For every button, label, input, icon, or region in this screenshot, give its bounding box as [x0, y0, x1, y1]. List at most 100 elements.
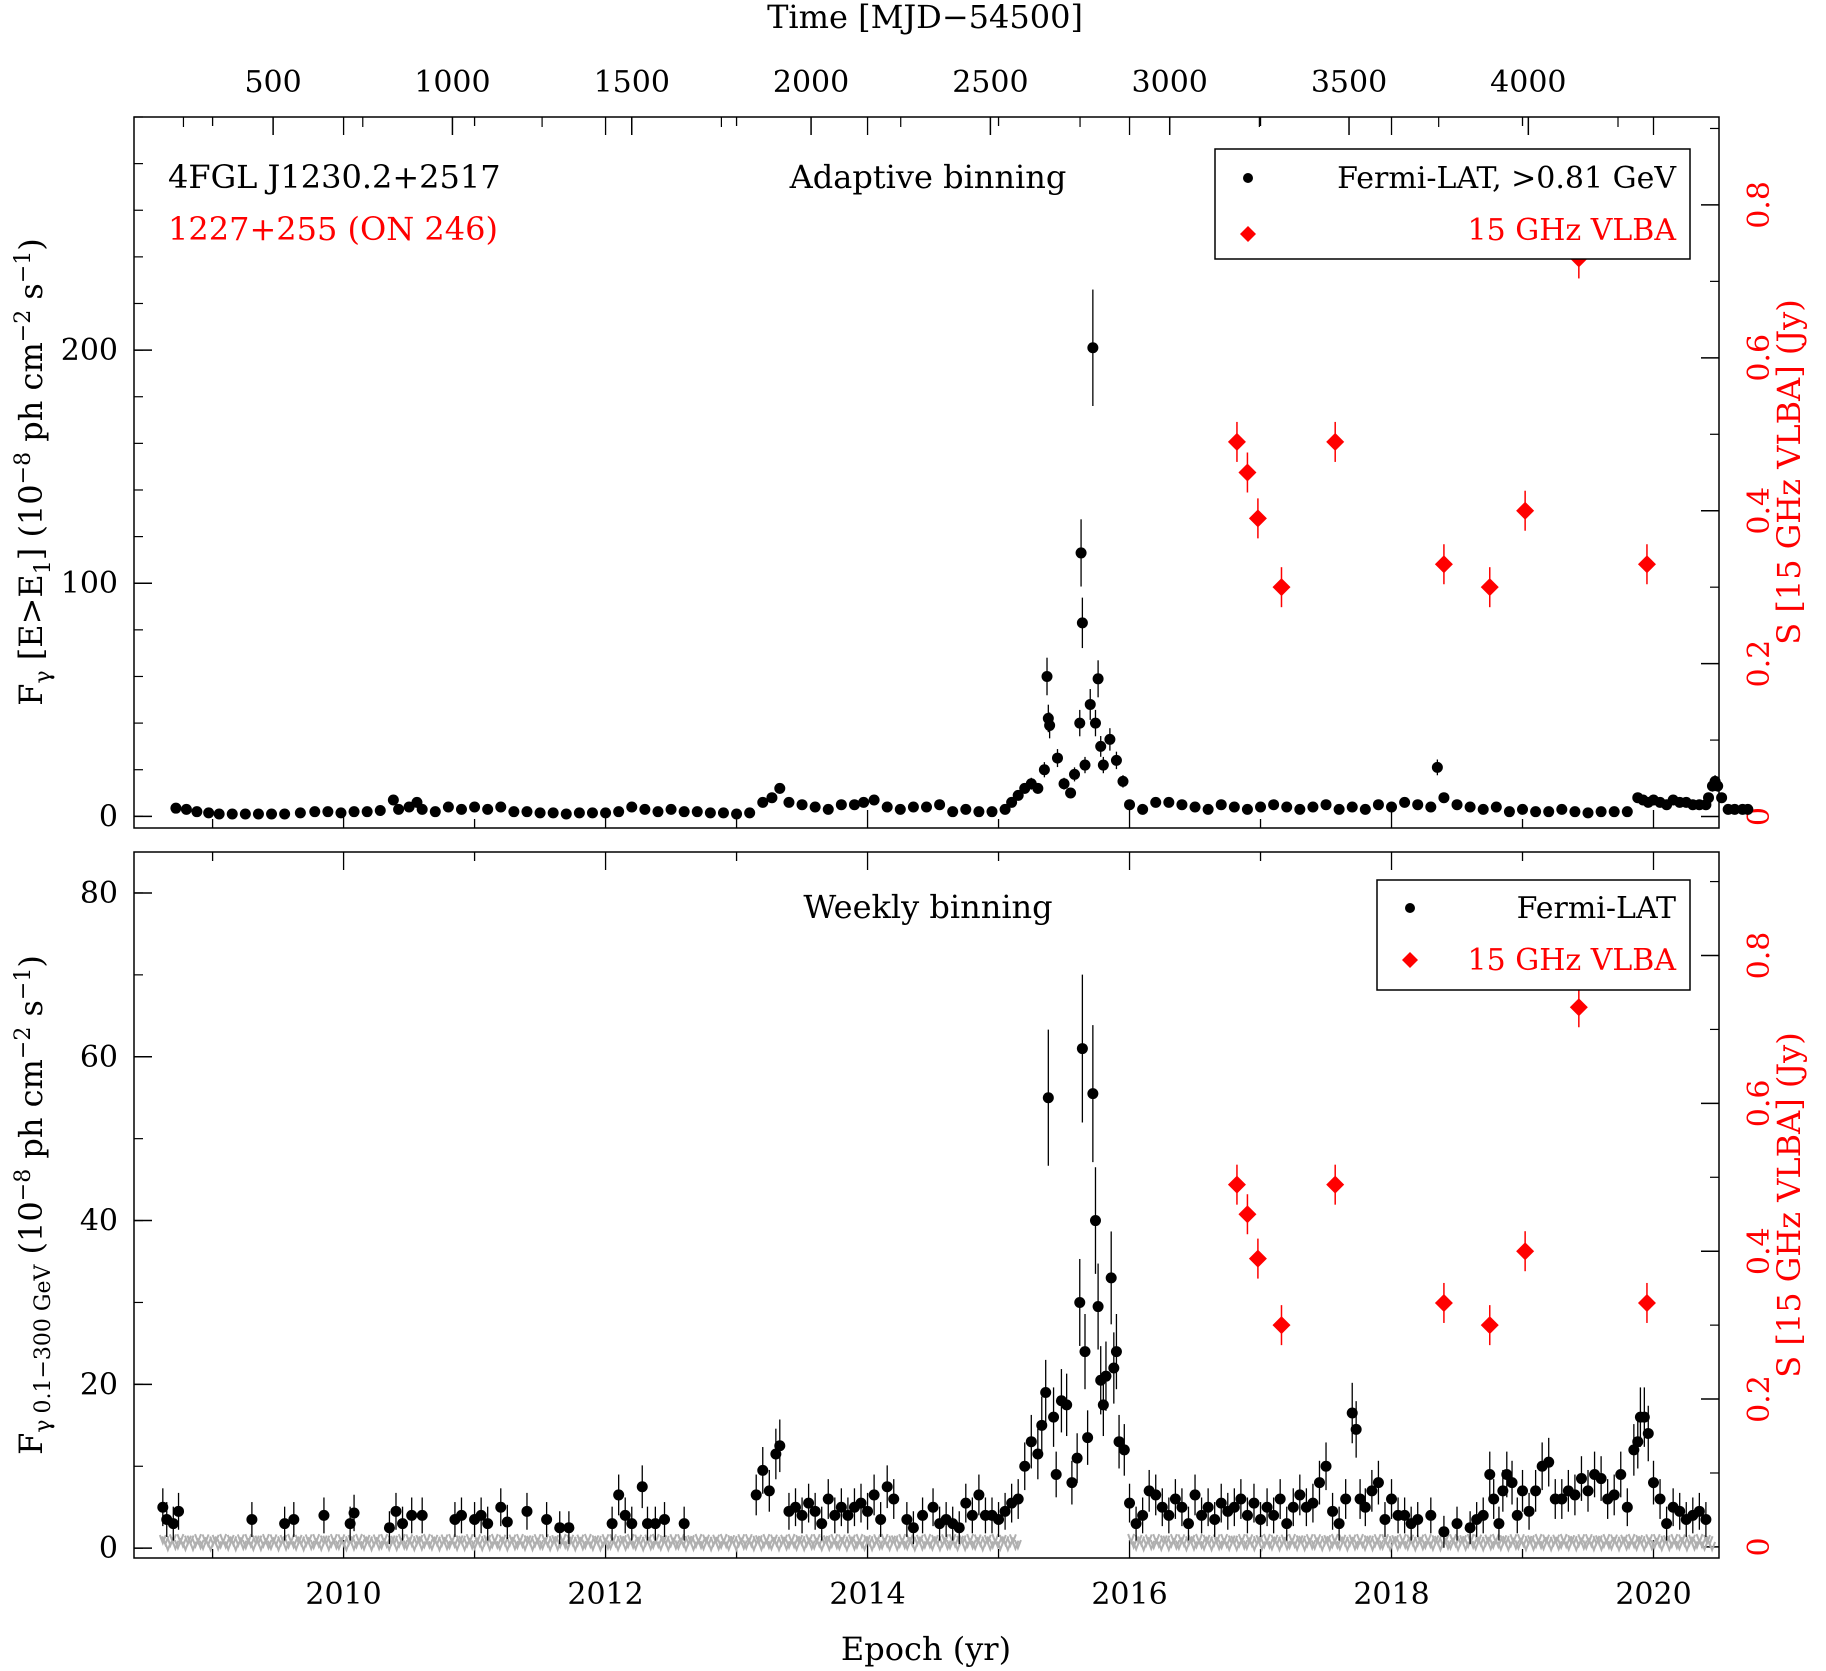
x-tick-label: 2012: [567, 1577, 643, 1612]
legend-fermi-label: Fermi-LAT, >0.81 GeV: [1337, 161, 1677, 196]
top-legend: Fermi-LAT, >0.81 GeV 15 GHz VLBA: [1214, 148, 1691, 260]
fermi-point: [541, 1514, 553, 1526]
fermi-point: [1530, 1485, 1542, 1497]
fermi-point: [1716, 792, 1728, 804]
fermi-point: [475, 1509, 487, 1521]
top-axis-ticks: 500 1000 1500 2000 2500 3000 3500 4000: [182, 65, 1619, 135]
fermi-point: [619, 1509, 631, 1521]
top-fermi-points: [170, 289, 1754, 820]
fermi-point: [1048, 1411, 1060, 1423]
x-tick-label: 2010: [305, 1577, 381, 1612]
fermi-point: [917, 1509, 929, 1521]
fermi-point: [1484, 1468, 1496, 1480]
fermi-point: [1066, 1477, 1078, 1489]
fermi-point: [1261, 1501, 1273, 1513]
fermi-point: [1124, 799, 1136, 811]
legend-fermi-label-bottom: Fermi-LAT: [1517, 891, 1676, 926]
fermi-point: [573, 807, 585, 819]
fermi-point: [1313, 1477, 1325, 1489]
fermi-point: [744, 807, 756, 819]
fermi-point: [397, 1518, 409, 1530]
fermi-point: [1729, 803, 1741, 815]
fermi-point: [1556, 1493, 1568, 1505]
fermi-point: [1615, 1468, 1627, 1480]
fermi-point: [1543, 806, 1555, 818]
fermi-point: [842, 1509, 854, 1521]
bottom-panel: 0 20 40 60 80 0 0.2 0.4 0.6 0.8 Weekly binning Fe…: [11, 851, 1808, 1566]
weekly-binning-label: Weekly binning: [803, 888, 1052, 926]
fermi-point: [862, 1505, 874, 1517]
fermi-point: [406, 1509, 418, 1521]
fermi-point: [1712, 780, 1724, 792]
fermi-point: [1087, 1088, 1099, 1100]
fermi-point: [894, 803, 906, 815]
fermi-point: [1307, 1497, 1319, 1509]
fermi-point: [1215, 799, 1227, 811]
top-y-axis-title: Fγ [E>E1] (10−8 ph cm−2 s−1): [11, 238, 56, 706]
fermi-point: [1294, 1489, 1306, 1501]
fermi-point: [1511, 1509, 1523, 1521]
fermi-point: [1100, 1370, 1112, 1382]
fermi-point: [374, 805, 386, 817]
fermi-point: [1399, 796, 1411, 808]
fermi-point: [318, 1509, 330, 1521]
fermi-point: [1451, 799, 1463, 811]
fermi-point: [416, 803, 428, 815]
vlba-point: [1238, 463, 1257, 482]
bottom-legend-box: [1376, 879, 1691, 991]
fermi-point: [1464, 801, 1476, 813]
legend-fermi-marker-bottom: [1405, 903, 1415, 913]
fermi-point: [1228, 801, 1240, 813]
adaptive-binning-label: Adaptive binning: [789, 158, 1067, 196]
top-y2-axis-title: S [15 GHz VLBA] (Jy): [1770, 299, 1808, 644]
fermi-point: [266, 808, 278, 820]
fermi-point: [239, 808, 251, 820]
fermi-point: [294, 807, 306, 819]
fermi-point: [1268, 799, 1280, 811]
fermi-point: [1654, 1493, 1666, 1505]
bottom-panel-frame: [133, 851, 1720, 1559]
top-panel-frame: [133, 116, 1720, 829]
fermi-point: [455, 1509, 467, 1521]
fermi-point: [1082, 1432, 1094, 1444]
fermi-point: [1215, 1497, 1227, 1509]
fermi-point: [835, 799, 847, 811]
y2-tick-label: 0.2: [1742, 640, 1777, 688]
fermi-point: [1255, 801, 1267, 813]
fermi-point: [554, 1522, 566, 1534]
fermi-point: [1092, 673, 1104, 685]
top-legend-box: [1214, 148, 1691, 260]
fermi-point: [1228, 1501, 1240, 1513]
fermi-point: [1084, 698, 1096, 710]
fermi-point: [1110, 1346, 1122, 1358]
fermi-point: [796, 799, 808, 811]
fermi-point: [1089, 1215, 1101, 1227]
fermi-point: [1202, 803, 1214, 815]
fermi-point: [868, 794, 880, 806]
fermi-point: [901, 1514, 913, 1526]
fermi-point: [1076, 617, 1088, 629]
fermi-point: [641, 1518, 653, 1530]
fermi-point: [547, 807, 559, 819]
fermi-point: [1425, 801, 1437, 813]
y-tick-label: 200: [61, 333, 118, 368]
top-vlba-points: [1227, 238, 1656, 608]
fermi-point: [1661, 1518, 1673, 1530]
y2-tick-label: 0.4: [1742, 487, 1777, 535]
fermi-point: [429, 806, 441, 818]
fermi-point: [1340, 1493, 1352, 1505]
vlba-point: [1637, 1293, 1656, 1312]
fermi-point: [613, 1489, 625, 1501]
fermi-point: [1569, 806, 1581, 818]
y-tick-label: 80: [80, 876, 118, 911]
fermi-point: [1674, 1505, 1686, 1517]
mjd-tick-label: 2500: [952, 65, 1028, 100]
fermi-point: [1124, 1497, 1136, 1509]
fermi-point: [521, 806, 533, 818]
fermi-point: [1354, 1493, 1366, 1505]
x-axis-tick-labels: 2010 2012 2014 2016 2018 2020: [305, 1577, 1691, 1612]
fermi-point: [521, 1505, 533, 1517]
fermi-point: [1412, 799, 1424, 811]
fermi-point: [1150, 1489, 1162, 1501]
fermi-point: [881, 801, 893, 813]
